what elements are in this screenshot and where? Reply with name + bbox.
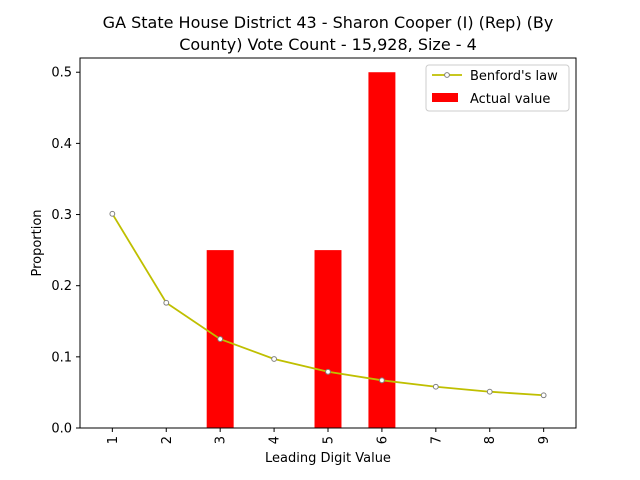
y-axis-label: Proportion xyxy=(30,209,45,276)
legend-marker-swatch xyxy=(444,72,450,78)
x-tick-label: 4 xyxy=(268,436,283,444)
chart-title-line-1: GA State House District 43 - Sharon Coop… xyxy=(103,13,554,32)
x-tick-label: 7 xyxy=(429,436,444,444)
benford-point-8 xyxy=(486,388,493,395)
y-tick-label: 0.1 xyxy=(51,350,72,365)
legend-label-actual: Actual value xyxy=(470,92,550,107)
x-tick-label: 1 xyxy=(106,436,121,444)
line-series-benford xyxy=(109,210,547,399)
x-tick-label: 8 xyxy=(483,436,498,444)
y-tick-label: 0.2 xyxy=(51,279,72,294)
benford-point-4 xyxy=(271,356,277,362)
benford-point-7 xyxy=(432,383,439,390)
bar-digit-6 xyxy=(368,72,396,428)
x-tick-label: 9 xyxy=(537,436,552,444)
y-tick-label: 0.3 xyxy=(51,208,72,223)
legend-bar-swatch xyxy=(432,93,458,102)
benford-point-1 xyxy=(109,210,116,217)
y-tick-label: 0.4 xyxy=(51,137,72,152)
benford-point-5 xyxy=(325,368,331,375)
chart-title-line-2: County) Vote Count - 15,928, Size - 4 xyxy=(179,35,477,54)
x-tick-label: 2 xyxy=(160,436,175,444)
x-tick-label: 6 xyxy=(375,436,390,444)
legend-label-benford: Benford's law xyxy=(470,69,558,84)
x-axis-label: Leading Digit Value xyxy=(265,451,391,466)
y-tick-label: 0.5 xyxy=(51,66,72,81)
x-tick-label: 3 xyxy=(214,436,229,444)
x-tick-label: 5 xyxy=(322,436,337,444)
legend-box xyxy=(425,64,570,112)
bar-digit-5 xyxy=(314,250,342,428)
plot-frame xyxy=(79,57,577,429)
x-axis-ticks: 1 2 3 4 5 6 7 8 9 xyxy=(106,428,552,444)
y-axis-ticks: 0.0 0.1 0.2 0.3 0.4 0.5 xyxy=(51,66,80,437)
benford-point-3 xyxy=(217,336,224,342)
benford-point-9 xyxy=(540,392,547,399)
bar-series-actual xyxy=(206,72,396,428)
benford-point-6 xyxy=(379,377,385,384)
benford-point-2 xyxy=(163,299,170,306)
legend: Benford's law Actual value xyxy=(425,64,570,112)
y-tick-label: 0.0 xyxy=(51,422,72,437)
